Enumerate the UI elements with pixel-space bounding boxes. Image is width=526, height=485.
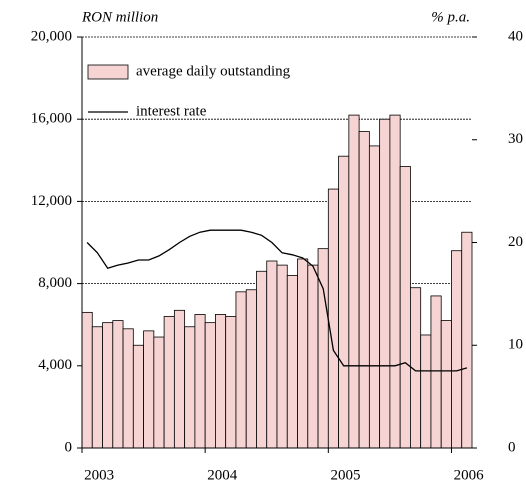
y2-axis-unit: % p.a. [431, 9, 470, 25]
legend-label: average daily outstanding [136, 63, 291, 79]
bar [266, 260, 278, 449]
x-tick-label: 2004 [207, 467, 238, 483]
bar [153, 336, 165, 449]
legend-label: interest rate [136, 103, 207, 119]
y2-tick-label: 40 [508, 28, 523, 44]
y2-tick-label: 20 [508, 234, 523, 250]
bar [112, 320, 124, 449]
bar [338, 155, 350, 449]
bar [102, 322, 114, 449]
bar [420, 334, 432, 449]
bar [163, 316, 175, 449]
bar [379, 118, 391, 449]
bar [358, 131, 370, 449]
y2-tick-label: 0 [508, 439, 516, 455]
bar [317, 248, 329, 449]
bar [215, 314, 227, 449]
y-axis-unit: RON million [81, 9, 158, 25]
x-tick-label: 2005 [330, 467, 360, 483]
bar [307, 264, 319, 449]
y-tick-label: 12,000 [31, 193, 72, 209]
bar [184, 326, 196, 449]
bar [235, 291, 247, 449]
bar [225, 316, 237, 449]
bar [245, 289, 257, 449]
y-tick-label: 4,000 [38, 357, 72, 373]
bar [440, 320, 452, 449]
bar [204, 322, 216, 449]
bar [430, 295, 442, 449]
bar [451, 250, 463, 449]
bar [91, 326, 103, 449]
bar [348, 114, 360, 449]
bar [389, 114, 401, 449]
bar [81, 311, 93, 449]
bar [173, 309, 186, 449]
y-tick-label: 16,000 [31, 111, 72, 127]
bar [143, 330, 155, 449]
bar [399, 166, 411, 449]
y-tick-label: 8,000 [38, 275, 72, 291]
bar [461, 231, 473, 449]
bar [286, 274, 298, 449]
line [86, 229, 468, 372]
bar [256, 270, 268, 449]
y-tick-label: 0 [65, 439, 73, 455]
bar [194, 314, 206, 449]
legend-swatch [87, 64, 129, 80]
bar [122, 328, 134, 449]
bar [297, 258, 309, 449]
y2-tick-label: 10 [508, 337, 523, 353]
bar [132, 344, 144, 449]
y-tick-label: 20,000 [31, 28, 72, 44]
x-tick-label: 2003 [84, 467, 114, 483]
x-tick-label: 2006 [454, 467, 485, 483]
y2-tick-label: 30 [508, 131, 523, 147]
bar [327, 188, 339, 449]
bar [368, 145, 381, 449]
bar [276, 264, 288, 449]
